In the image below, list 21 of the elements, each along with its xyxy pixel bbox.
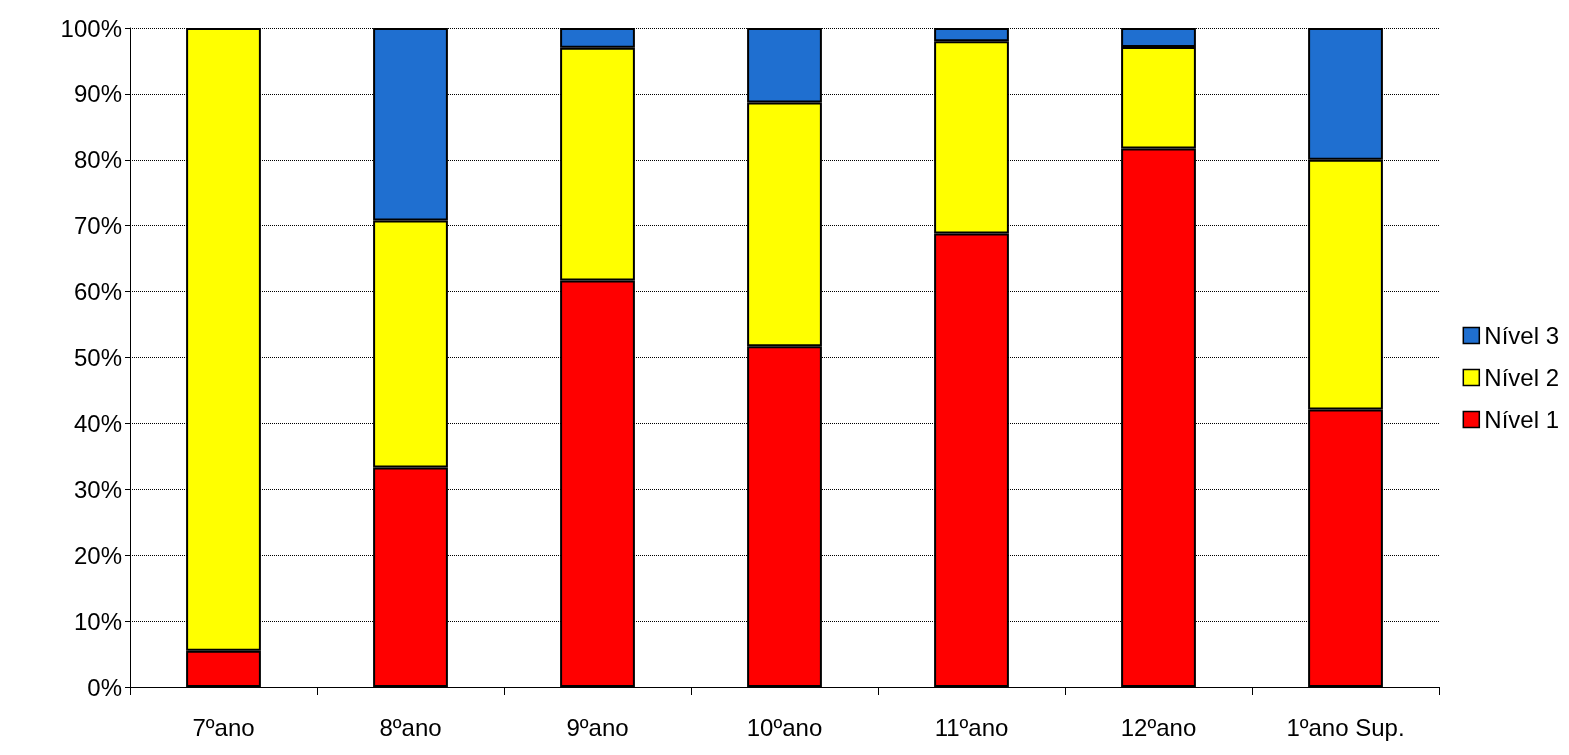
x-tick-label: 10ºano	[746, 713, 823, 741]
y-tick-label: 70%	[73, 212, 122, 240]
y-tick-label: 80%	[73, 146, 122, 174]
y-tick-label: 0%	[87, 673, 122, 701]
x-tick-label: 11ºano	[934, 713, 1009, 741]
legend-label: Nível 3	[1484, 322, 1560, 349]
y-tick-label: 20%	[73, 541, 122, 569]
y-tick-label: 90%	[73, 80, 122, 108]
y-tick-label: 50%	[73, 344, 122, 371]
legend-label: Nível 2	[1484, 364, 1560, 391]
x-tick-label: 9ºano	[566, 713, 629, 741]
y-tick-label: 60%	[73, 278, 122, 306]
x-tick-label: 1ºano Sup.	[1286, 713, 1405, 741]
y-tick-label: 30%	[73, 475, 122, 503]
legend-label: Nível 1	[1484, 406, 1560, 433]
x-tick-label: 8ºano	[379, 713, 442, 741]
y-tick-label: 40%	[73, 409, 122, 437]
x-tick-label: 12ºano	[1120, 713, 1197, 741]
y-tick-label: 10%	[73, 607, 122, 635]
x-tick-label: 7ºano	[192, 713, 255, 741]
y-tick-label: 100%	[60, 14, 122, 42]
